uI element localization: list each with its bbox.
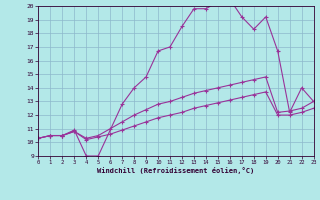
X-axis label: Windchill (Refroidissement éolien,°C): Windchill (Refroidissement éolien,°C) <box>97 167 255 174</box>
